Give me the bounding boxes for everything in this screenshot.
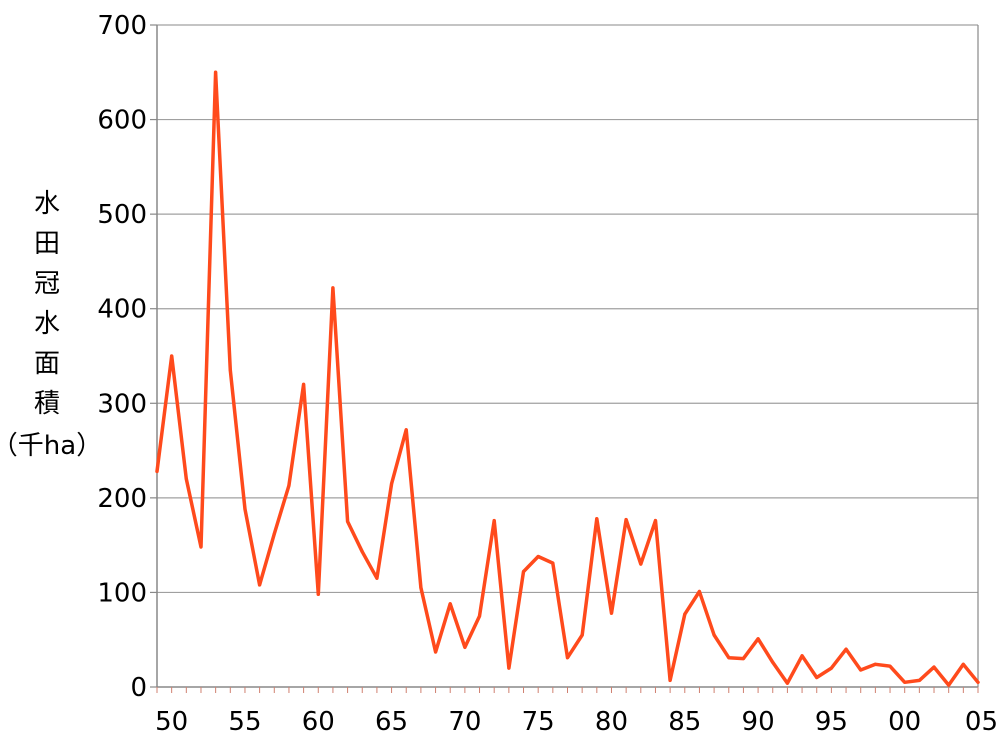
data-point (976, 680, 980, 684)
data-point (829, 666, 833, 670)
data-point (815, 676, 819, 680)
data-point (404, 428, 408, 432)
data-point (287, 484, 291, 488)
data-point (566, 656, 569, 660)
data-point (360, 550, 364, 554)
data-point (522, 570, 526, 574)
data-point (903, 680, 907, 684)
data-point (507, 666, 511, 670)
y-axis-label-part: 田 (34, 229, 60, 259)
data-point (272, 532, 276, 536)
data-point (888, 664, 892, 668)
data-point (199, 545, 203, 549)
y-axis-label-part: 水 (34, 309, 60, 339)
data-point (771, 660, 775, 664)
data-point (258, 583, 262, 587)
x-tick-labels: 50 55 60 65 70 75 80 85 90 95 00 05 (155, 707, 998, 737)
y-axis-label-part: （千ha） (0, 431, 102, 461)
data-point (624, 518, 628, 522)
y-tick-label: 200 (97, 484, 147, 514)
series-layer (155, 70, 980, 687)
data-point (859, 668, 863, 672)
x-tick-label: 95 (815, 707, 848, 737)
data-point (697, 589, 701, 593)
data-point (419, 586, 423, 590)
data-point (346, 520, 350, 523)
data-point (580, 633, 584, 637)
data-point (609, 611, 613, 615)
data-point (595, 517, 599, 521)
data-point (639, 562, 643, 566)
gridlines (157, 24, 978, 594)
y-tick-label: 300 (97, 389, 147, 419)
data-point (932, 665, 936, 669)
axes (150, 24, 979, 693)
x-tick-label: 90 (742, 707, 775, 737)
y-tick-label: 500 (97, 200, 147, 230)
data-point (536, 554, 540, 558)
data-point (917, 678, 921, 682)
data-point (434, 650, 438, 654)
data-point (668, 678, 672, 682)
data-point (463, 645, 467, 649)
data-point (170, 354, 174, 358)
data-point (741, 657, 745, 661)
data-point (478, 614, 482, 618)
data-point (214, 70, 218, 74)
y-tick-label: 600 (97, 106, 147, 136)
data-point (800, 654, 804, 658)
data-point (316, 592, 320, 596)
data-point (727, 656, 731, 660)
y-axis-label-part: 面 (34, 349, 60, 379)
x-tick-label: 00 (888, 707, 921, 737)
y-tick-label: 400 (97, 295, 147, 325)
y-axis-label-part: 冠 (34, 269, 60, 299)
series-line-0 (155, 70, 980, 687)
data-point (712, 633, 716, 637)
y-axis-label-part: 水 (34, 189, 60, 219)
data-point (331, 286, 335, 290)
data-point (653, 519, 657, 523)
data-point (375, 576, 379, 580)
data-point (302, 382, 306, 386)
data-point (228, 368, 232, 372)
data-point (844, 647, 848, 651)
x-tick-label: 70 (448, 707, 481, 737)
x-tick-label: 60 (302, 707, 335, 737)
y-tick-labels: 0 100 200 300 400 500 600 700 (97, 11, 147, 703)
x-tick-label: 50 (155, 707, 188, 737)
x-tick-label: 85 (668, 707, 701, 737)
y-tick-label: 700 (97, 11, 147, 41)
data-point (756, 637, 760, 641)
x-tick-label: 65 (375, 707, 408, 737)
y-tick-label: 0 (130, 673, 147, 703)
data-point (947, 683, 951, 687)
data-point (390, 482, 394, 486)
x-tick-label: 55 (228, 707, 261, 737)
data-point (551, 561, 555, 565)
y-tick-label: 100 (97, 578, 147, 608)
data-point (243, 507, 247, 511)
x-tick-label: 05 (965, 707, 998, 737)
data-point (785, 681, 789, 685)
data-point (184, 477, 188, 481)
x-tick-label: 80 (595, 707, 628, 737)
data-point (683, 612, 687, 616)
data-point (961, 662, 965, 666)
data-point (448, 602, 452, 606)
x-tick-label: 75 (522, 707, 555, 737)
data-point (155, 469, 159, 473)
data-point (492, 519, 496, 523)
data-point (873, 662, 877, 666)
y-axis-label-part: 積 (34, 389, 60, 419)
